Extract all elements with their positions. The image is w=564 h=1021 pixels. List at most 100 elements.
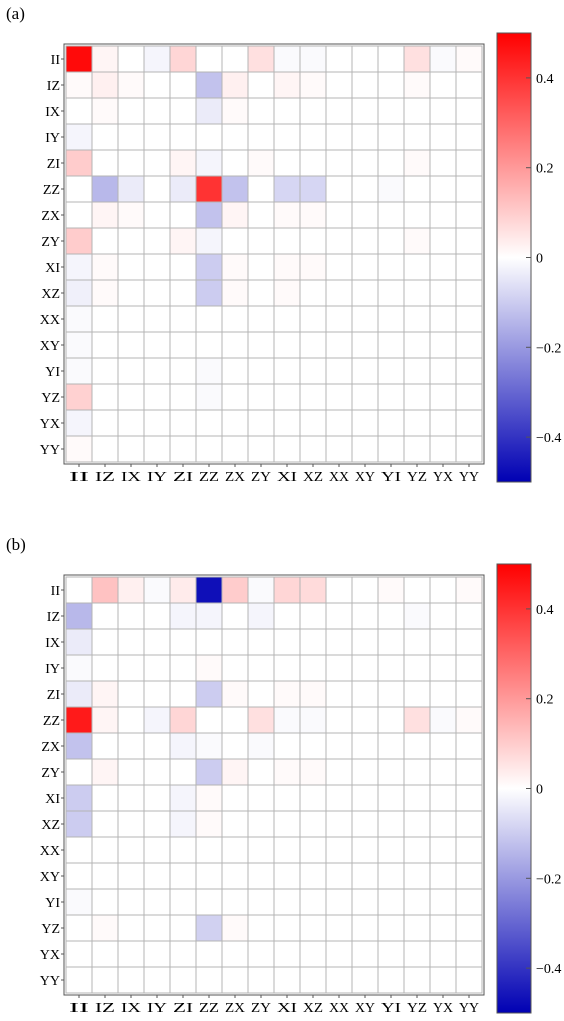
- colorbar-gradient: [496, 32, 532, 483]
- heatmap-cell-IX-XY: [351, 628, 379, 656]
- heatmap-cell-YY-YI: [377, 966, 405, 994]
- col-tick-label: IX: [121, 1001, 141, 1016]
- heatmap-cell-IY-ZI: [169, 123, 197, 151]
- heatmap-cell-YZ-XY: [351, 383, 379, 411]
- heatmap-cell-YI-IY: [143, 888, 171, 916]
- heatmap-cell-II-IY: [143, 45, 171, 73]
- heatmap-cell-ZX-YX: [429, 201, 457, 229]
- heatmap-cell-ZZ-ZY: [247, 175, 275, 203]
- row-tick-label: YX: [40, 417, 60, 432]
- heatmap-cell-IZ-XI: [273, 71, 301, 99]
- heatmap-cell-ZY-ZI: [169, 758, 197, 786]
- heatmap-cell-XZ-II: [65, 810, 93, 838]
- heatmap-cell-YZ-YY: [455, 383, 483, 411]
- heatmap-cell-IZ-YI: [377, 71, 405, 99]
- heatmap-cell-IX-YY: [455, 97, 483, 125]
- heatmap-cell-XI-ZI: [169, 253, 197, 281]
- heatmap-cell-YZ-XX: [325, 914, 353, 942]
- heatmap-cell-YI-YY: [455, 357, 483, 385]
- heatmap-cell-ZI-YX: [429, 149, 457, 177]
- heatmap-cell-IX-IY: [143, 97, 171, 125]
- heatmap-cell-YX-II: [65, 940, 93, 968]
- heatmap-cell-ZZ-YI: [377, 706, 405, 734]
- col-tick-label: YI: [381, 470, 401, 485]
- heatmap-cell-YZ-YX: [429, 914, 457, 942]
- heatmap-cell-YI-ZX: [221, 357, 249, 385]
- heatmap-cell-ZI-ZY: [247, 149, 275, 177]
- heatmap-cell-ZZ-IZ: [91, 706, 119, 734]
- heatmap-cell-XI-XI: [273, 253, 301, 281]
- heatmap-cell-XI-IZ: [91, 253, 119, 281]
- heatmap-cell-XI-ZX: [221, 784, 249, 812]
- heatmap-cell-YY-YI: [377, 435, 405, 463]
- heatmap-cell-YZ-YY: [455, 914, 483, 942]
- heatmap-cell-XX-YI: [377, 305, 405, 333]
- heatmap-cell-XI-YY: [455, 253, 483, 281]
- heatmap-cell-ZX-IX: [117, 732, 145, 760]
- heatmap-cell-ZZ-XX: [325, 706, 353, 734]
- heatmap-cell-IY-YI: [377, 654, 405, 682]
- heatmap-cell-YX-XZ: [299, 940, 327, 968]
- heatmap-cell-ZZ-IY: [143, 706, 171, 734]
- row-tick-label: IX: [45, 105, 60, 120]
- heatmap-cell-ZY-XY: [351, 758, 379, 786]
- heatmap-cell-IX-XI: [273, 97, 301, 125]
- heatmap-cell-II-ZZ: [195, 45, 223, 73]
- heatmap-cell-XY-ZY: [247, 862, 275, 890]
- heatmap-cell-XI-IX: [117, 253, 145, 281]
- heatmap-cell-YZ-XI: [273, 383, 301, 411]
- heatmap-cell-XX-XX: [325, 305, 353, 333]
- heatmap-cell-YY-IZ: [91, 435, 119, 463]
- heatmap-cell-ZX-II: [65, 201, 93, 229]
- heatmap-cell-ZX-ZY: [247, 201, 275, 229]
- heatmap-cell-ZZ-XZ: [299, 706, 327, 734]
- heatmap-cell-XZ-ZZ: [195, 279, 223, 307]
- row-tick-label: YY: [40, 974, 60, 989]
- heatmap-cell-YY-YX: [429, 435, 457, 463]
- heatmap-cell-ZZ-ZI: [169, 175, 197, 203]
- heatmap-cell-IX-YZ: [403, 97, 431, 125]
- heatmap-cell-IZ-XZ: [299, 71, 327, 99]
- heatmap-cell-YZ-ZZ: [195, 383, 223, 411]
- heatmap-cell-IY-ZX: [221, 654, 249, 682]
- heatmap-cell-ZI-II: [65, 680, 93, 708]
- heatmap-cell-XI-ZY: [247, 784, 275, 812]
- col-tick-label: IX: [121, 470, 141, 485]
- heatmap-cell-XY-XI: [273, 331, 301, 359]
- heatmap-cell-II-YX: [429, 45, 457, 73]
- heatmap-cell-YZ-IX: [117, 383, 145, 411]
- colorbar-tick-label: 0: [536, 783, 543, 798]
- heatmap-cell-YY-XY: [351, 966, 379, 994]
- heatmap-cell-XZ-IX: [117, 810, 145, 838]
- heatmap-cell-ZX-IY: [143, 732, 171, 760]
- heatmap-cell-IY-YX: [429, 654, 457, 682]
- heatmap-cell-ZY-XX: [325, 227, 353, 255]
- heatmap-cell-IZ-IY: [143, 71, 171, 99]
- heatmap-cell-XX-XX: [325, 836, 353, 864]
- heatmap-cell-ZI-YZ: [403, 680, 431, 708]
- heatmap-cell-YI-XY: [351, 888, 379, 916]
- heatmap-cell-IZ-XX: [325, 602, 353, 630]
- heatmap-cell-ZX-ZI: [169, 732, 197, 760]
- row-tick-label: ZX: [41, 740, 60, 755]
- heatmap-cell-IZ-YZ: [403, 602, 431, 630]
- heatmap-cell-II-YZ: [403, 576, 431, 604]
- heatmap-cell-II-ZI: [169, 576, 197, 604]
- heatmap-cell-IZ-II: [65, 602, 93, 630]
- heatmap-cell-YZ-YX: [429, 383, 457, 411]
- heatmap-cell-IX-ZI: [169, 97, 197, 125]
- heatmap-cell-YZ-XI: [273, 914, 301, 942]
- heatmap-cell-ZI-XY: [351, 680, 379, 708]
- heatmap-cell-XX-XI: [273, 305, 301, 333]
- panel-label-b: (b): [6, 535, 26, 554]
- row-tick-label: ZZ: [43, 714, 60, 729]
- col-tick-label: ZX: [225, 470, 245, 485]
- heatmap-cell-ZX-XZ: [299, 732, 327, 760]
- panel-a: (a) II IZ IX IY ZI ZZ ZX ZY XI XZ XX XY YI YZ YX YY II IZ…: [6, 4, 561, 485]
- heatmap-cell-ZY-XZ: [299, 758, 327, 786]
- heatmap-cell-IX-IX: [117, 97, 145, 125]
- heatmap-cell-IX-IZ: [91, 628, 119, 656]
- heatmap-cell-ZI-XX: [325, 149, 353, 177]
- heatmap-cell-IY-IY: [143, 654, 171, 682]
- heatmap-cell-XX-IX: [117, 305, 145, 333]
